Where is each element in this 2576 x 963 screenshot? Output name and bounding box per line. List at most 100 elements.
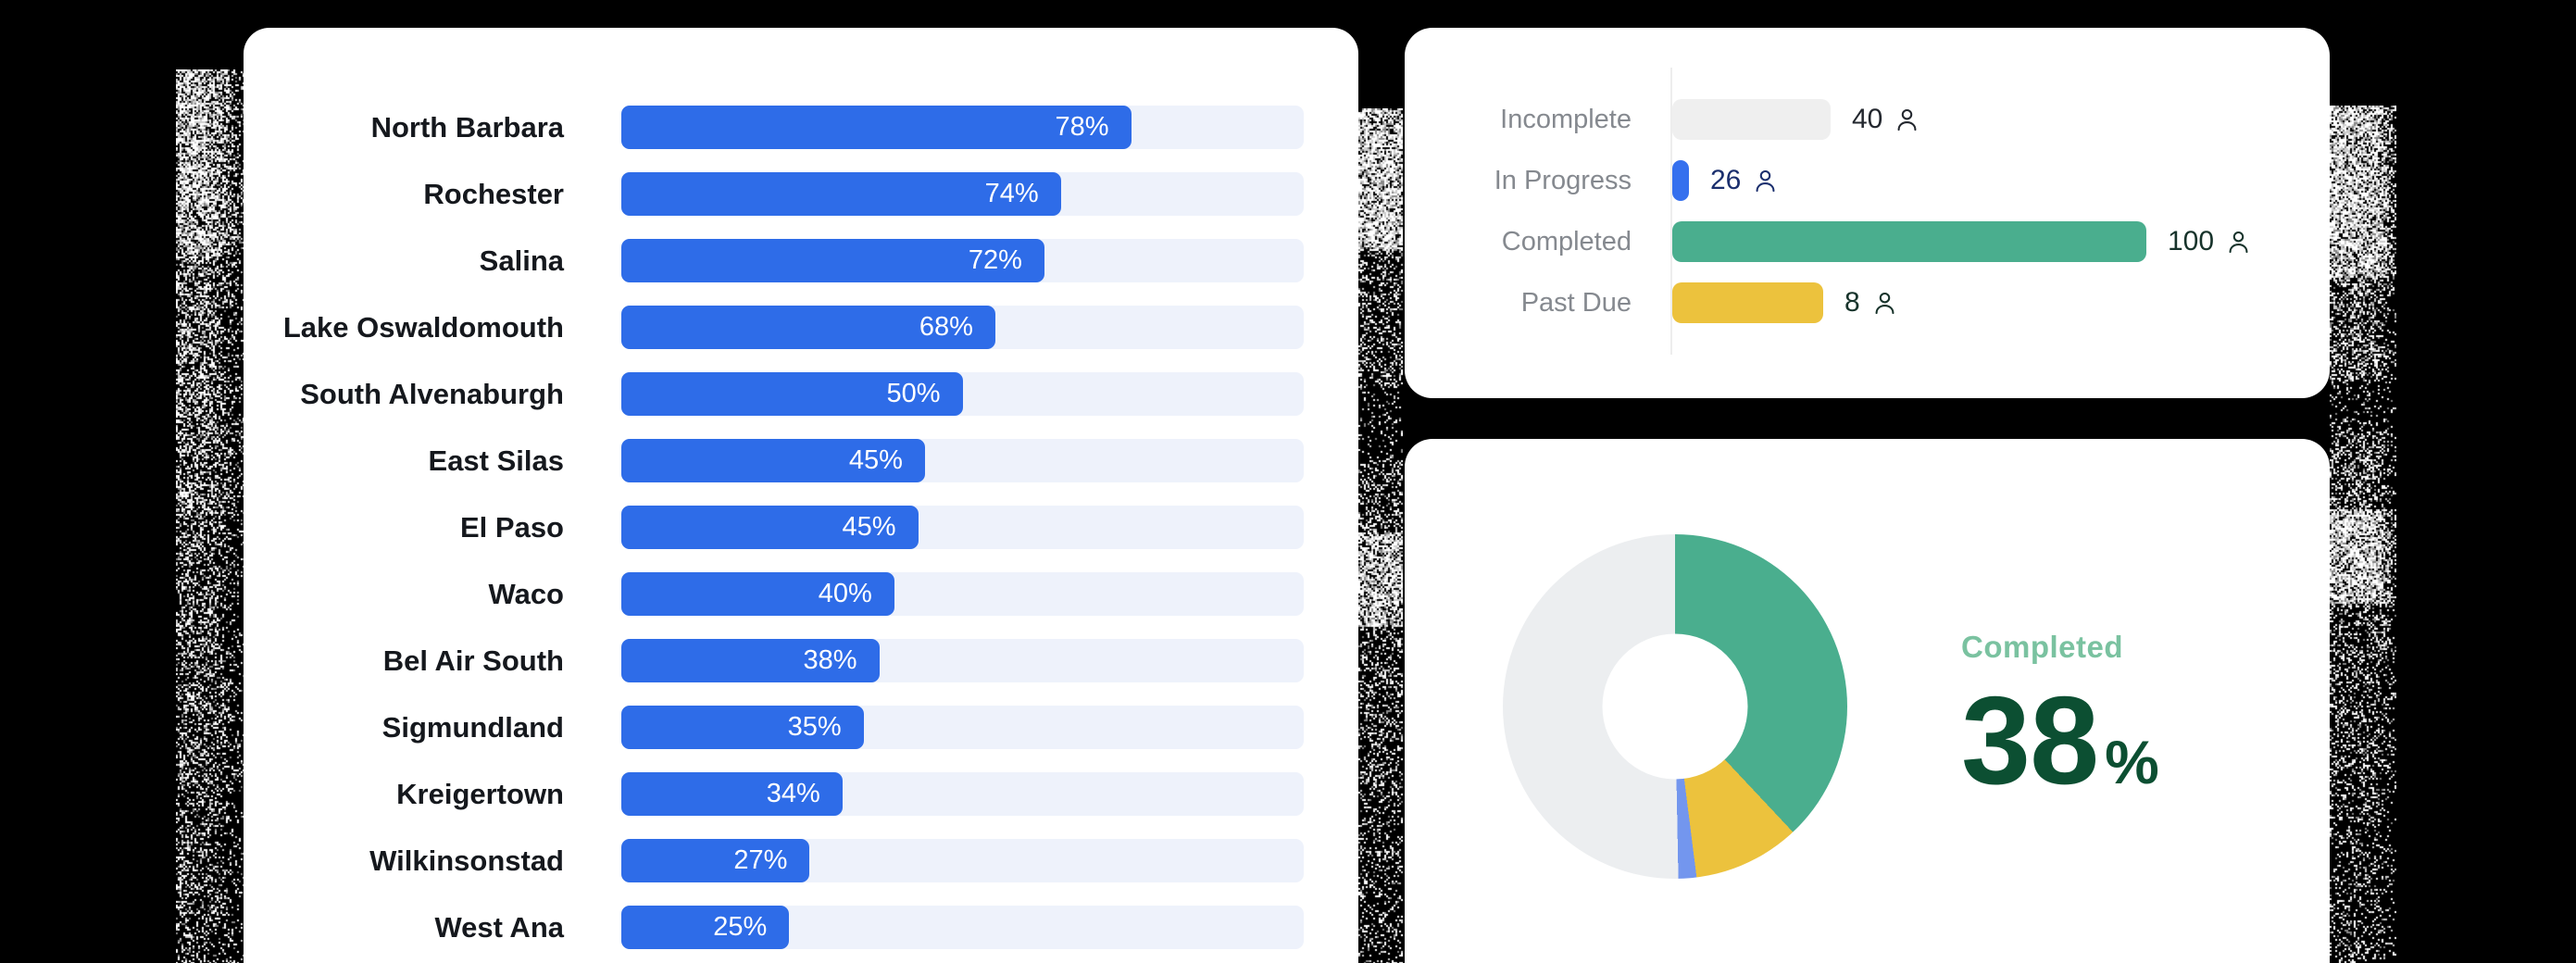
city-row: South Alvenaburgh 50% — [244, 372, 1304, 416]
city-label: West Ana — [244, 906, 621, 949]
bar-track: 40% — [621, 572, 1304, 616]
status-count: 26 — [1710, 165, 1741, 196]
donut-unit: % — [2105, 727, 2159, 797]
city-row: Rochester 74% — [244, 172, 1304, 216]
city-completion-card: North Barbara 78% Rochester 74% Salina 72% Lak… — [244, 28, 1358, 963]
bar-track: 50% — [621, 372, 1304, 416]
city-row: West Ana 25% — [244, 906, 1304, 949]
bar-fill: 34% — [621, 772, 843, 816]
bar-track: 72% — [621, 239, 1304, 282]
bar-value-label: 50% — [886, 372, 940, 416]
bar-value-label: 68% — [919, 306, 973, 349]
bar-track: 27% — [621, 839, 1304, 882]
donut-label: Completed — [1961, 630, 2159, 665]
bar-track: 38% — [621, 639, 1304, 682]
status-bar — [1672, 160, 1689, 201]
bar-track: 74% — [621, 172, 1304, 216]
city-row: Lake Oswaldomouth 68% — [244, 306, 1304, 349]
bar-fill: 50% — [621, 372, 963, 416]
city-label: El Paso — [244, 506, 621, 549]
status-row: 40 — [1672, 99, 2252, 140]
bar-fill: 25% — [621, 906, 789, 949]
city-row: Sigmundland 35% — [244, 706, 1304, 749]
city-row: Kreigertown 34% — [244, 772, 1304, 816]
noise-texture-right — [2330, 106, 2396, 963]
completed-donut-card: Completed 38 % — [1405, 439, 2330, 963]
bar-value-label: 25% — [713, 906, 767, 949]
person-icon — [2225, 229, 2252, 256]
noise-texture-left — [176, 69, 244, 963]
bar-value-label: 72% — [969, 239, 1022, 282]
status-label: Completed — [1405, 221, 1632, 262]
bar-value-label: 45% — [849, 439, 903, 482]
status-count: 8 — [1844, 287, 1860, 319]
bar-value-label: 74% — [985, 172, 1039, 216]
bar-fill: 45% — [621, 439, 925, 482]
city-row: Wilkinsonstad 27% — [244, 839, 1304, 882]
status-label: Past Due — [1405, 282, 1632, 323]
bar-value-label: 45% — [843, 506, 896, 549]
bar-value-label: 40% — [819, 572, 872, 616]
bar-fill: 74% — [621, 172, 1061, 216]
status-row: 100 — [1672, 221, 2252, 262]
status-count: 100 — [2168, 226, 2214, 257]
city-label: East Silas — [244, 439, 621, 482]
city-label: Kreigertown — [244, 772, 621, 816]
donut-chart — [1503, 534, 1847, 879]
city-label: Waco — [244, 572, 621, 616]
donut-hole — [1603, 634, 1748, 780]
bar-fill: 72% — [621, 239, 1044, 282]
city-bar-chart: North Barbara 78% Rochester 74% Salina 72% Lak… — [244, 106, 1304, 949]
city-row: North Barbara 78% — [244, 106, 1304, 149]
bar-fill: 78% — [621, 106, 1132, 149]
city-label: Bel Air South — [244, 639, 621, 682]
bar-track: 68% — [621, 306, 1304, 349]
status-bar — [1672, 221, 2146, 262]
city-label: Rochester — [244, 172, 621, 216]
status-bar — [1672, 99, 1831, 140]
bar-track: 35% — [621, 706, 1304, 749]
city-row: East Silas 45% — [244, 439, 1304, 482]
status-bar — [1672, 282, 1823, 323]
bar-value-label: 27% — [733, 839, 787, 882]
bar-fill: 68% — [621, 306, 995, 349]
city-label: Salina — [244, 239, 621, 282]
donut-summary: Completed 38 % — [1961, 630, 2159, 803]
bar-fill: 38% — [621, 639, 880, 682]
bar-fill: 45% — [621, 506, 919, 549]
status-label: In Progress — [1405, 160, 1632, 201]
dashboard-background: North Barbara 78% Rochester 74% Salina 72% Lak… — [0, 0, 2576, 963]
city-row: Salina 72% — [244, 239, 1304, 282]
city-row: Waco 40% — [244, 572, 1304, 616]
bar-track: 45% — [621, 506, 1304, 549]
donut-value-row: 38 % — [1961, 678, 2159, 803]
city-label: Wilkinsonstad — [244, 839, 621, 882]
bar-value-label: 38% — [804, 639, 857, 682]
status-count: 40 — [1852, 104, 1882, 135]
bar-track: 34% — [621, 772, 1304, 816]
person-icon — [1894, 106, 1920, 133]
person-icon — [1752, 168, 1779, 194]
bar-track: 45% — [621, 439, 1304, 482]
bar-value-label: 78% — [1055, 106, 1108, 149]
city-label: Lake Oswaldomouth — [244, 306, 621, 349]
status-row: 8 — [1672, 282, 2252, 323]
noise-texture-middle — [1358, 108, 1403, 963]
bar-track: 25% — [621, 906, 1304, 949]
status-bar-chart: Incomplete In Progress Completed Past Due 4… — [1405, 68, 2252, 355]
person-icon — [1871, 290, 1898, 317]
city-row: Bel Air South 38% — [244, 639, 1304, 682]
bar-fill: 27% — [621, 839, 809, 882]
bar-value-label: 34% — [767, 772, 820, 816]
city-label: South Alvenaburgh — [244, 372, 621, 416]
city-label: North Barbara — [244, 106, 621, 149]
status-count-card: Incomplete In Progress Completed Past Due 4… — [1405, 28, 2330, 398]
bar-value-label: 35% — [788, 706, 842, 749]
status-row: 26 — [1672, 160, 2252, 201]
bar-fill: 35% — [621, 706, 864, 749]
bar-track: 78% — [621, 106, 1304, 149]
status-label: Incomplete — [1405, 99, 1632, 140]
donut-value: 38 — [1961, 678, 2098, 803]
city-row: El Paso 45% — [244, 506, 1304, 549]
status-label-column: Incomplete In Progress Completed Past Due — [1405, 68, 1670, 355]
